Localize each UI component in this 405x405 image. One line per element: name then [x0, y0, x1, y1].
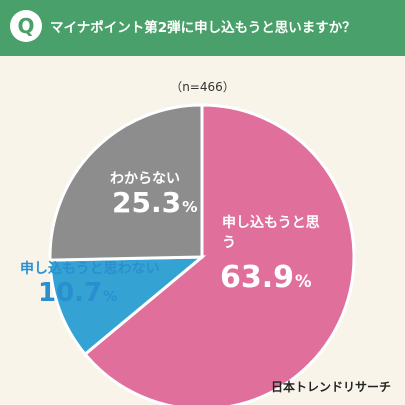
slice-value-unsure: 25.3% [112, 186, 198, 219]
sample-size: （n=466） [170, 80, 235, 94]
slice-value-no-unit: % [103, 289, 118, 305]
q-badge: Q [10, 10, 42, 42]
slice-no [48, 255, 207, 357]
slice-yes [82, 103, 356, 405]
slice-value-yes: 63.9% [220, 260, 312, 295]
slice-value-yes-number: 63.9 [220, 260, 295, 295]
slice-value-no: 10.7% [38, 278, 117, 308]
question-text: マイナポイント第2弾に申し込もうと思いますか？ [50, 20, 356, 36]
slice-name-yes: 申し込もうと思う [222, 215, 320, 251]
brand-logo: 日本トレンドリサーチ [270, 380, 391, 394]
slice-value-yes-unit: % [295, 272, 312, 291]
slice-name-unsure: わからない [110, 171, 180, 187]
slice-unsure [48, 103, 204, 262]
slice-value-unsure-number: 25.3 [112, 186, 182, 219]
slice-name-no: 申し込もうと思わない [20, 261, 160, 277]
slice-value-unsure-unit: % [182, 198, 198, 216]
header-bar: Q マイナポイント第2弾に申し込もうと思いますか？ [0, 0, 405, 56]
slice-label-yes: 申し込もうと思う [222, 213, 332, 253]
q-letter: Q [17, 14, 35, 38]
slice-value-no-number: 10.7 [38, 278, 103, 308]
